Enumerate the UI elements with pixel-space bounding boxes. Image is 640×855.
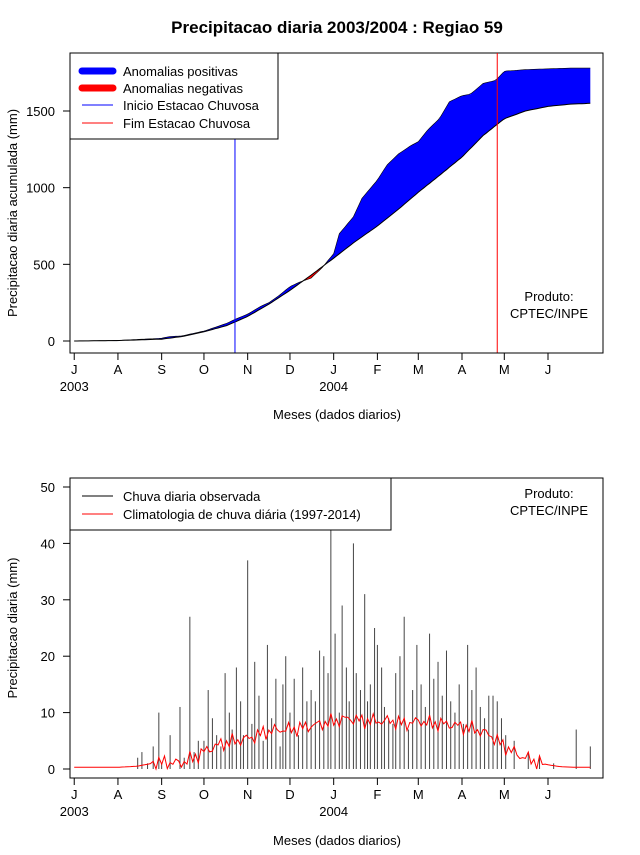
plot1-x-tick-label: M	[499, 362, 510, 377]
positive-anomaly-area	[323, 68, 591, 266]
plot2-x-tick-label: J	[330, 787, 337, 802]
plot2-x-tick-label: A	[114, 787, 123, 802]
plot1-xlabel: Meses (dados diarios)	[273, 407, 401, 422]
plot2-axes: J A S O N D J F M A M J 2003 2004 0 10 20 30 40 50	[41, 480, 552, 819]
observed-cumulative-line	[74, 67, 591, 342]
plot2-y-tick-label: 20	[41, 649, 55, 664]
legend1-label-inicio: Inicio Estacao Chuvosa	[123, 98, 260, 113]
plot1-y-tick-label: 500	[33, 257, 55, 272]
plot1-year-label: 2004	[319, 379, 348, 394]
legend1-label-positive: Anomalias positivas	[123, 64, 238, 79]
plot2-y-tick-label: 10	[41, 706, 55, 721]
plot2-y-tick-label: 40	[41, 536, 55, 551]
cumulative-plot: J A S O N D J F M A M J 2003 2004 0 500 1000 1500 Precipi…	[5, 52, 604, 422]
plot1-x-tick-label: M	[413, 362, 424, 377]
plot2-year-label: 2003	[60, 804, 89, 819]
plot2-x-tick-label: D	[285, 787, 294, 802]
plot2-y-tick-label: 30	[41, 593, 55, 608]
daily-bars	[137, 526, 591, 769]
plot1-product-label: Produto:	[524, 289, 573, 304]
plot2-legend: Chuva diaria observada Climatologia de c…	[69, 477, 392, 531]
plot1-axes: J A S O N D J F M A M J 2003 2004 0 500 1000 1500	[26, 104, 551, 394]
plot1-ylabel: Precipitacao diaria acumulada (mm)	[5, 109, 20, 317]
plot2-y-tick-label: 0	[48, 762, 55, 777]
plot1-x-tick-label: A	[114, 362, 123, 377]
plot1-year-label: 2003	[60, 379, 89, 394]
chart-title: Precipitacao diaria 2003/2004 : Regiao 5…	[171, 18, 503, 37]
daily-plot: J A S O N D J F M A M J 2003 2004 0 10 20 30 40 50 Precipit…	[5, 477, 604, 848]
plot2-x-tick-label: A	[458, 787, 467, 802]
plot1-x-tick-label: F	[373, 362, 381, 377]
plot1-y-tick-label: 1000	[26, 181, 55, 196]
plot1-y-tick-label: 1500	[26, 104, 55, 119]
plot2-y-tick-label: 50	[41, 480, 55, 495]
plot1-x-tick-label: A	[458, 362, 467, 377]
legend2-label-observed: Chuva diaria observada	[123, 489, 261, 504]
plot2-x-tick-label: N	[243, 787, 252, 802]
legend2-label-climatology: Climatologia de chuva diária (1997-2014)	[123, 507, 361, 522]
legend1-label-fim: Fim Estacao Chuvosa	[123, 116, 251, 131]
plot2-x-tick-label: M	[413, 787, 424, 802]
climatology-line	[74, 711, 591, 771]
plot2-product-label: Produto:	[524, 486, 573, 501]
plot2-x-tick-label: F	[373, 787, 381, 802]
plot2-product-org: CPTEC/INPE	[510, 503, 588, 518]
plot2-x-tick-label: J	[545, 787, 552, 802]
plot1-x-tick-label: J	[330, 362, 337, 377]
plot2-x-tick-label: J	[71, 787, 78, 802]
plot1-x-tick-label: J	[71, 362, 78, 377]
plot2-ylabel: Precipitacao diaria (mm)	[5, 558, 20, 699]
plot2-xlabel: Meses (dados diarios)	[273, 833, 401, 848]
cumulative-lines	[74, 53, 591, 353]
plot1-x-tick-label: D	[285, 362, 294, 377]
plot1-x-tick-label: S	[157, 362, 166, 377]
plot2-x-tick-label: M	[499, 787, 510, 802]
climatology-cumulative-line	[74, 102, 591, 342]
plot2-x-tick-label: S	[157, 787, 166, 802]
plot1-y-tick-label: 0	[48, 334, 55, 349]
positive-anomaly-area	[74, 281, 303, 341]
plot1-legend: Anomalias positivas Anomalias negativas …	[69, 52, 279, 140]
plot1-product-org: CPTEC/INPE	[510, 306, 588, 321]
plot1-x-tick-label: O	[199, 362, 209, 377]
plot2-x-tick-label: O	[199, 787, 209, 802]
legend1-label-negative: Anomalias negativas	[123, 81, 243, 96]
plot1-x-tick-label: N	[243, 362, 252, 377]
plot2-year-label: 2004	[319, 804, 348, 819]
legend2-box	[69, 477, 392, 531]
climatology-daily-line	[74, 711, 591, 771]
legend1-box	[69, 52, 279, 140]
plot1-x-tick-label: J	[545, 362, 552, 377]
